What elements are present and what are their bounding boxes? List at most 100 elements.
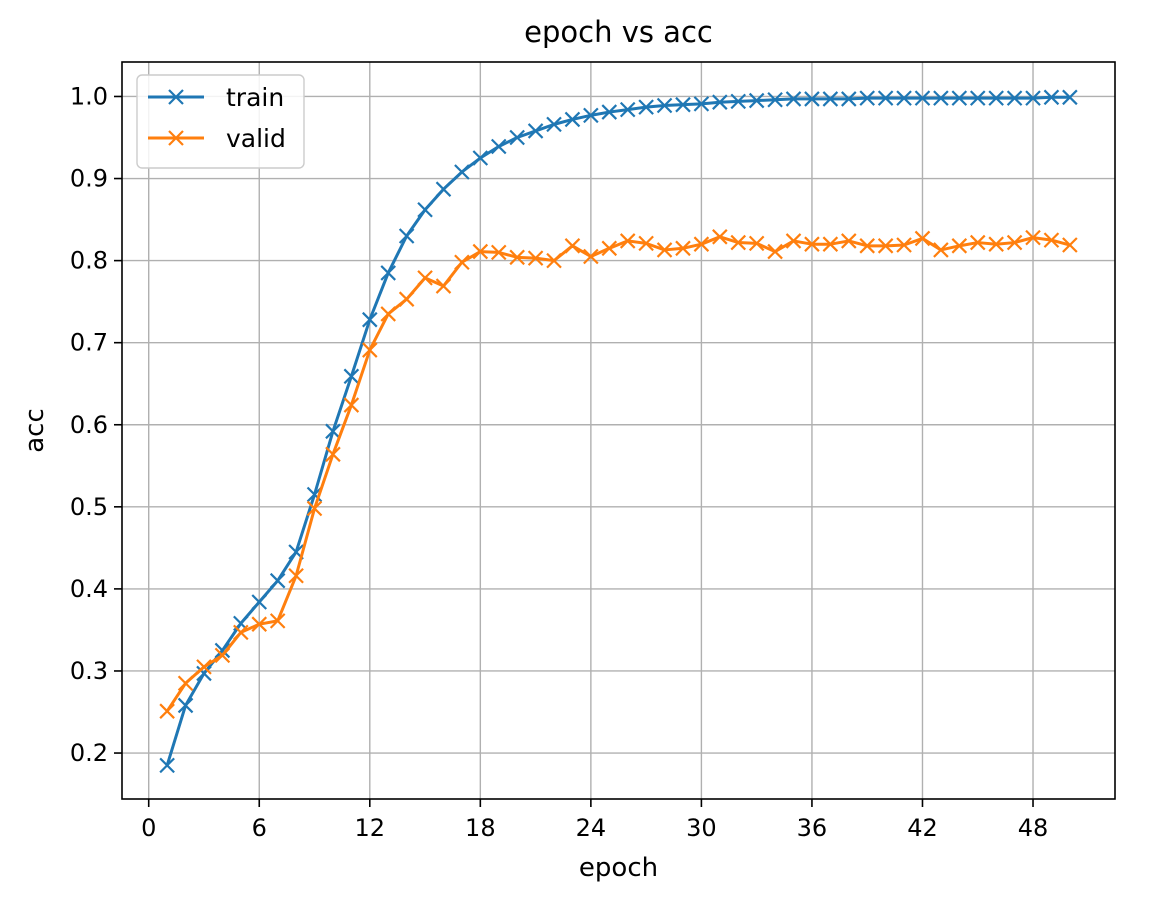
data-point-valid: [767, 243, 783, 260]
data-point-train: [675, 96, 691, 113]
data-point-valid: [693, 236, 710, 252]
data-point-valid: [196, 659, 212, 675]
plot-frame: [121, 61, 1116, 800]
data-point-train: [159, 757, 175, 774]
data-point-train: [822, 91, 839, 107]
x-tick-label: 6: [252, 814, 267, 842]
data-point-train: [877, 90, 894, 106]
x-tick-label: 0: [141, 814, 156, 842]
series-valid: [159, 229, 1078, 719]
y-tick-label: 0.3: [70, 657, 108, 685]
data-point-train: [454, 164, 470, 180]
data-point-train: [730, 93, 747, 110]
data-point-train: [785, 91, 802, 107]
legend-marker-valid: [168, 130, 184, 146]
x-tick-label: 48: [1018, 814, 1049, 842]
legend: train valid: [136, 74, 305, 169]
data-point-valid: [951, 238, 968, 254]
data-point-train: [546, 116, 562, 133]
data-point-train: [1006, 90, 1023, 106]
y-tick-label: 0.4: [70, 575, 108, 603]
legend-label-train: train: [226, 83, 284, 112]
data-point-valid: [509, 249, 525, 266]
data-point-train: [841, 91, 857, 107]
axes: 0 6 12 18 24 30 36 42 48 0.2 0.3 0.4 0.5 0.6 0.7 0.8 0.9…: [70, 82, 1048, 842]
data-point-valid: [343, 397, 360, 413]
x-tick-label: 36: [797, 814, 828, 842]
data-point-train: [435, 181, 452, 197]
data-point-train: [509, 129, 525, 146]
data-point-valid: [969, 234, 986, 251]
data-point-valid: [1043, 232, 1060, 248]
data-point-train: [638, 99, 654, 115]
data-point-valid: [306, 500, 323, 517]
x-axis-title: epoch: [579, 853, 658, 883]
data-point-valid: [675, 240, 691, 257]
data-point-valid: [988, 236, 1004, 252]
data-point-valid: [472, 243, 489, 260]
data-point-train: [712, 94, 728, 110]
data-point-valid: [656, 242, 673, 258]
data-point-train: [693, 96, 710, 112]
data-point-train: [398, 228, 415, 244]
data-point-valid: [177, 675, 194, 692]
data-point-valid: [601, 240, 618, 257]
data-point-train: [1043, 89, 1060, 106]
grid: [122, 62, 1115, 799]
data-point-valid: [417, 270, 433, 286]
data-point-valid: [380, 306, 396, 322]
data-point-train: [619, 101, 636, 118]
data-point-train: [269, 572, 286, 589]
x-tick-label: 18: [465, 814, 496, 842]
data-point-train: [380, 265, 396, 281]
data-point-train: [177, 697, 194, 714]
y-axis-title: acc: [20, 408, 50, 453]
data-point-train: [472, 150, 489, 166]
data-point-valid: [454, 254, 470, 271]
y-tick-label: 0.2: [70, 739, 108, 767]
data-point-train: [343, 368, 360, 385]
data-point-train: [362, 311, 378, 328]
data-point-train: [988, 90, 1004, 106]
data-point-train: [951, 90, 968, 106]
data-point-valid: [214, 647, 231, 664]
data-point-train: [490, 138, 507, 155]
data-point-train: [417, 201, 433, 218]
data-point-valid: [1006, 234, 1023, 251]
legend-marker-train: [168, 89, 184, 105]
y-tick-label: 0.8: [70, 247, 108, 275]
series-line-train: [165, 95, 1070, 766]
data-point-train: [969, 90, 986, 106]
data-point-train: [601, 104, 618, 120]
data-point-train: [859, 90, 875, 106]
data-point-valid: [859, 238, 875, 254]
data-point-valid: [822, 236, 839, 252]
data-point-valid: [877, 238, 894, 254]
data-point-valid: [748, 235, 765, 252]
data-point-valid: [933, 242, 949, 258]
data-point-valid: [841, 233, 857, 249]
data-point-train: [564, 111, 581, 128]
data-point-train: [804, 91, 820, 107]
data-point-valid: [804, 236, 820, 252]
data-point-train: [1062, 89, 1078, 106]
x-tick-label: 42: [907, 814, 938, 842]
data-point-valid: [638, 235, 654, 252]
data-point-valid: [712, 229, 728, 245]
data-point-train: [196, 665, 212, 682]
data-point-valid: [730, 234, 747, 251]
series-line-valid: [165, 235, 1071, 713]
data-point-valid: [619, 233, 636, 249]
x-tick-label: 30: [686, 814, 717, 842]
y-tick-label: 0.7: [70, 329, 108, 357]
data-point-train: [656, 97, 673, 114]
x-tick-label: 12: [355, 814, 386, 842]
data-point-valid: [435, 278, 452, 294]
data-point-valid: [325, 446, 341, 463]
y-tick-label: 1.0: [70, 82, 108, 110]
data-point-valid: [159, 703, 175, 719]
y-tick-label: 0.6: [70, 411, 108, 439]
series-layer: [159, 89, 1078, 774]
legend-label-valid: valid: [226, 124, 286, 153]
